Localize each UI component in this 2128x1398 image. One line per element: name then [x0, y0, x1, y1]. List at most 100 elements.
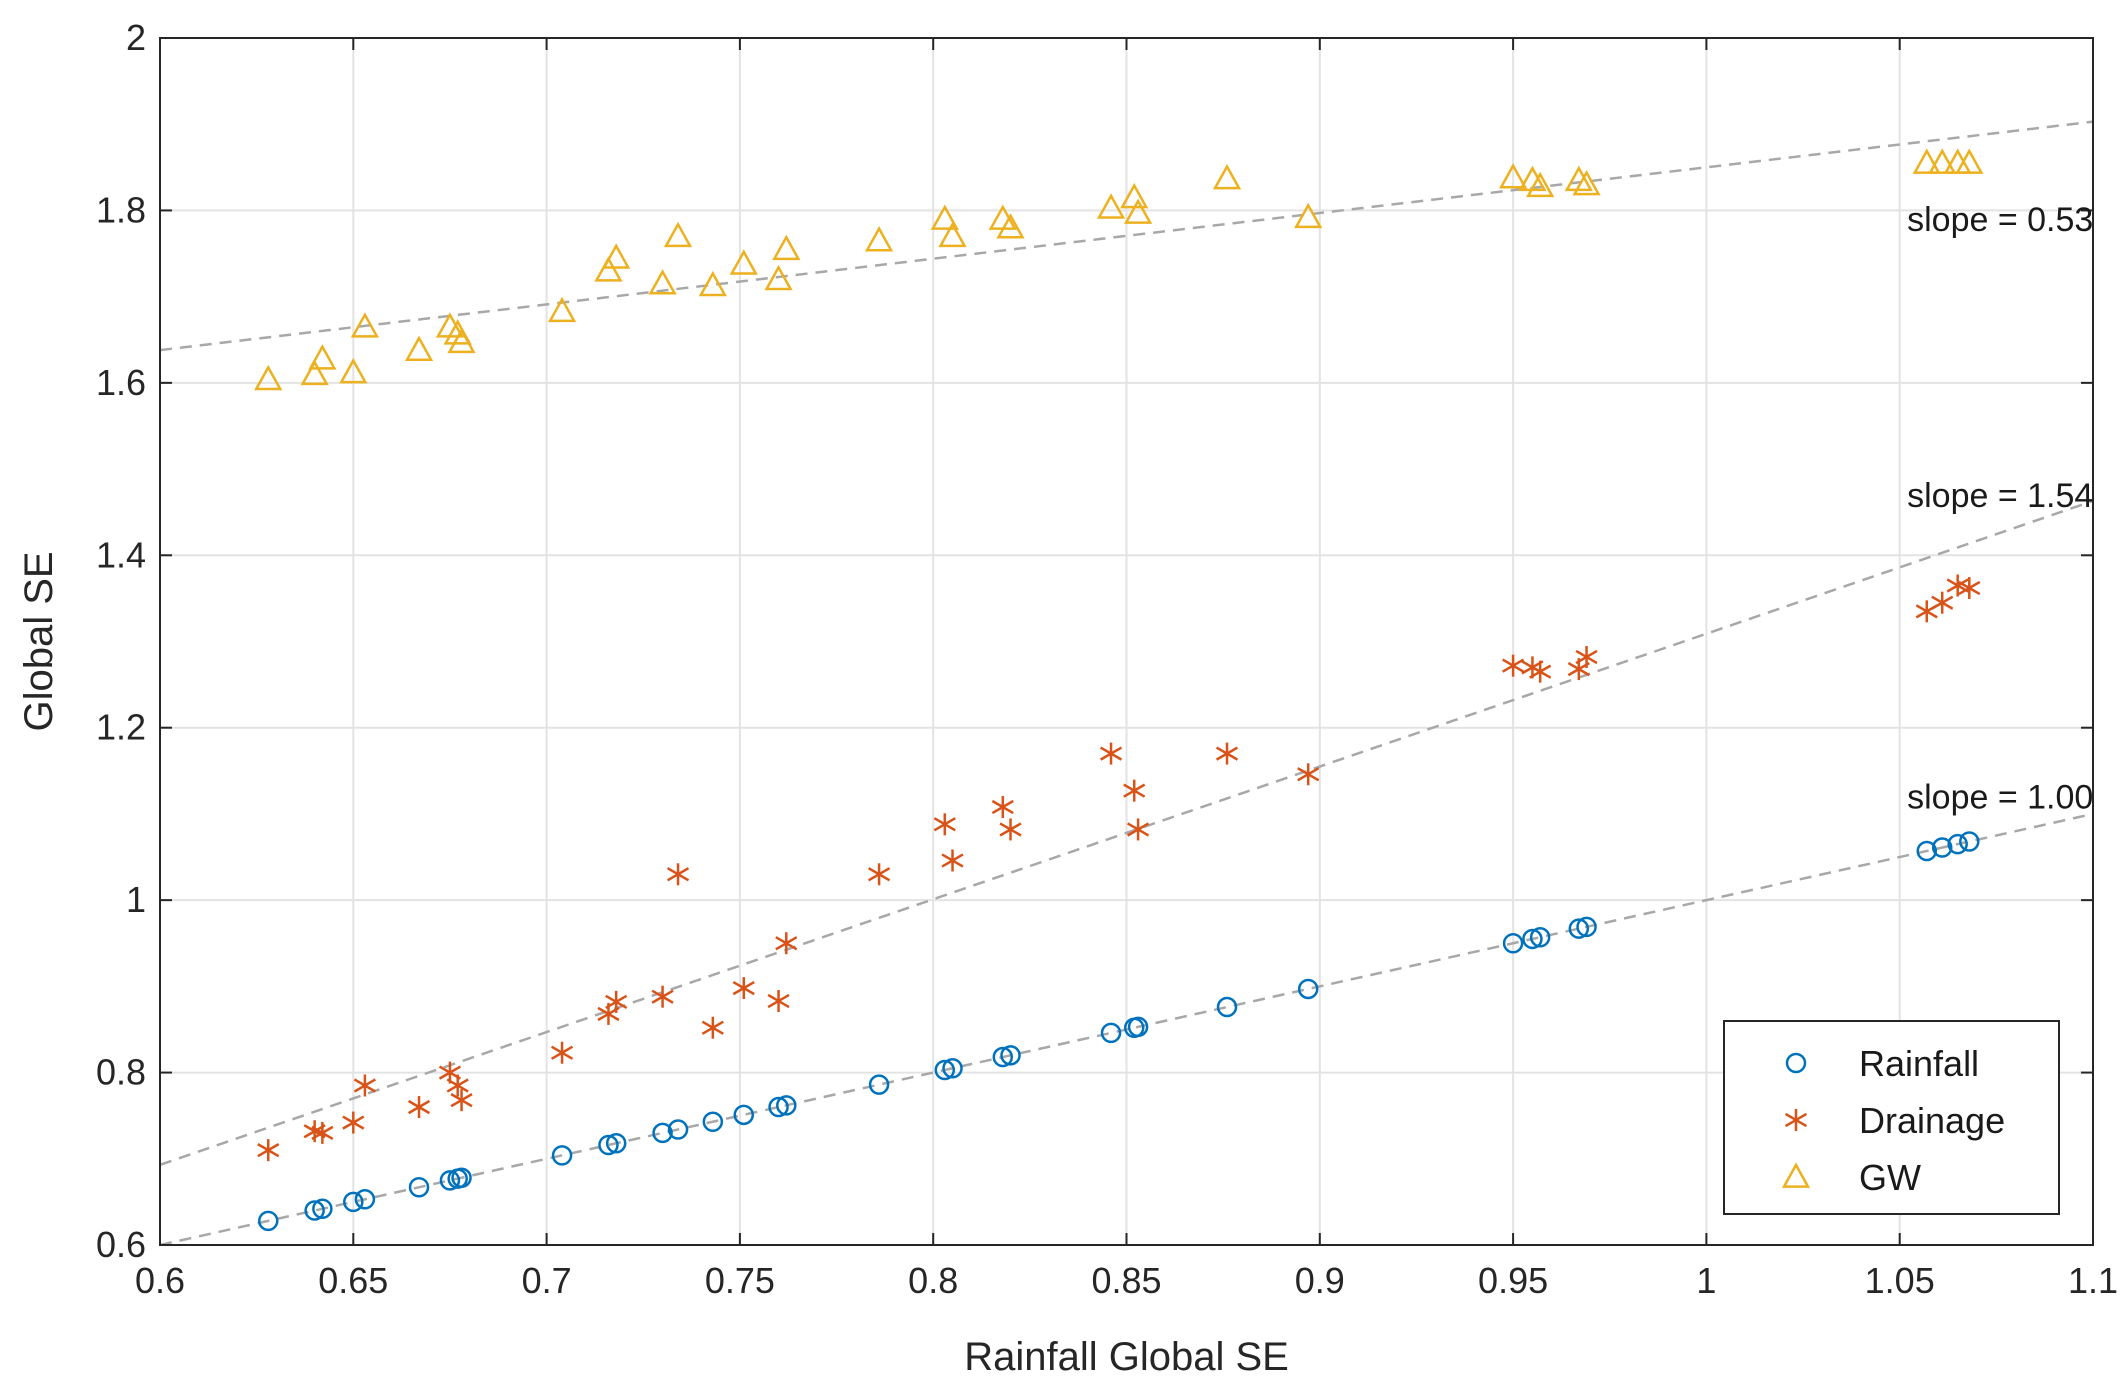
gw-point — [1955, 148, 1984, 174]
asterisk-stroke — [353, 1078, 376, 1093]
y-tick-label: 0.8 — [96, 1052, 146, 1093]
rainfall-point — [934, 1059, 956, 1081]
gw-point — [254, 364, 283, 391]
rainfall-point — [667, 1119, 689, 1140]
x-tick-label: 0.7 — [522, 1260, 572, 1301]
asterisk-stroke — [407, 1099, 431, 1115]
rainfall-point — [652, 1122, 673, 1144]
rainfall-point — [942, 1058, 963, 1079]
asterisk-stroke — [991, 799, 1014, 815]
y-axis-label: Global SE — [17, 551, 61, 731]
gw-point — [547, 296, 577, 323]
asterisk-stroke — [1958, 580, 1981, 596]
asterisk-stroke — [342, 1115, 365, 1130]
rainfall-point — [1568, 918, 1590, 939]
asterisk-stroke — [651, 989, 674, 1004]
legend-item-rainfall: Rainfall — [1785, 1043, 1979, 1084]
series-rainfall — [257, 831, 1980, 1232]
asterisk-stroke — [933, 817, 956, 832]
drainage-point — [1958, 577, 1981, 600]
x-tick-label: 0.95 — [1478, 1260, 1548, 1301]
asterisk-stroke — [701, 1020, 724, 1035]
gw-point — [1564, 165, 1593, 192]
rainfall-point — [1916, 840, 1938, 862]
y-tick-label: 1.2 — [96, 707, 146, 748]
gw-point — [447, 327, 476, 354]
gw-point — [1212, 163, 1242, 190]
drainage-point — [651, 985, 674, 1008]
gw-point — [1294, 202, 1323, 229]
gw-point — [864, 226, 894, 252]
data-marks-layer — [254, 148, 1984, 1232]
gw-point — [1096, 193, 1126, 219]
drainage-point — [311, 1121, 334, 1144]
rainfall-point — [1931, 837, 1953, 858]
fit-line-gw — [159, 120, 2094, 352]
drainage-point — [999, 818, 1022, 841]
rainfall-point — [868, 1074, 890, 1095]
drainage-point — [666, 863, 690, 886]
legend-marker-gw — [1781, 1162, 1811, 1188]
gw-point — [1526, 171, 1555, 198]
asterisk-stroke — [446, 1078, 469, 1093]
legend-item-drainage: Drainage — [1784, 1100, 2005, 1141]
drainage-point — [1127, 818, 1150, 841]
gw-point — [1498, 163, 1528, 189]
asterisk-stroke — [767, 993, 790, 1009]
gw-point — [602, 243, 631, 269]
asterisk-stroke — [450, 1093, 473, 1108]
gw-point — [1928, 148, 1957, 174]
asterisk-stroke — [257, 1143, 280, 1158]
y-tick-label: 1.8 — [96, 189, 146, 230]
gw-point — [772, 234, 801, 261]
gw-point — [1572, 169, 1601, 196]
gw-point — [764, 264, 793, 291]
drainage-point — [1529, 660, 1552, 683]
x-tick-label: 1.1 — [2068, 1260, 2118, 1301]
drainage-point — [1215, 742, 1239, 765]
series-drainage — [257, 574, 1981, 1162]
drainage-point — [353, 1074, 376, 1097]
legend-box — [1723, 1020, 2060, 1215]
drainage-point — [1099, 742, 1123, 765]
rainfall-point — [1127, 1016, 1149, 1038]
legend-marker-rainfall — [1785, 1052, 1807, 1074]
rainfall-point — [1100, 1022, 1122, 1044]
y-tick-label: 1 — [126, 879, 146, 920]
annotations-layer: slope = 1.00 slope = 1.54 slope = 0.53 — [1907, 201, 2093, 817]
rainfall-point — [1216, 996, 1238, 1018]
legend-label-rainfall: Rainfall — [1859, 1043, 1979, 1084]
rainfall-point — [304, 1200, 325, 1221]
drainage-point — [1931, 591, 1954, 614]
axes-layer: 0.6 0.65 0.7 0.75 0.8 0.85 0.9 0.95 1 1.05 1.1 0.6 0… — [96, 17, 2118, 1301]
rainfall-point — [1529, 926, 1551, 948]
asterisk-stroke — [1575, 649, 1598, 665]
gw-point — [308, 344, 337, 370]
rainfall-point — [343, 1191, 364, 1213]
drainage-point — [550, 1041, 574, 1064]
asterisk-stroke — [1215, 746, 1239, 761]
asterisk-stroke — [1784, 1112, 1808, 1128]
gw-point — [663, 221, 693, 248]
asterisk-stroke — [666, 867, 690, 882]
asterisk-stroke — [438, 1065, 462, 1080]
rainfall-point — [1959, 831, 1980, 852]
y-tick-label: 0.6 — [96, 1224, 146, 1265]
gw-point — [938, 221, 967, 248]
asterisk-stroke — [775, 936, 798, 951]
asterisk-stroke — [1946, 578, 1969, 593]
drainage-point — [446, 1074, 469, 1097]
asterisk-stroke — [1529, 664, 1552, 679]
rainfall-point — [1522, 928, 1543, 950]
gw-point — [594, 256, 623, 282]
asterisk-stroke — [999, 822, 1022, 837]
x-tick-label: 0.85 — [1091, 1260, 1161, 1301]
rainfall-point — [1000, 1045, 1021, 1066]
rainfall-point — [451, 1167, 472, 1189]
gw-point — [698, 270, 727, 297]
legend-label-gw: GW — [1859, 1157, 1921, 1198]
rainfall-point — [992, 1046, 1014, 1068]
x-tick-label: 0.6 — [135, 1260, 185, 1301]
asterisk-stroke — [941, 853, 964, 868]
